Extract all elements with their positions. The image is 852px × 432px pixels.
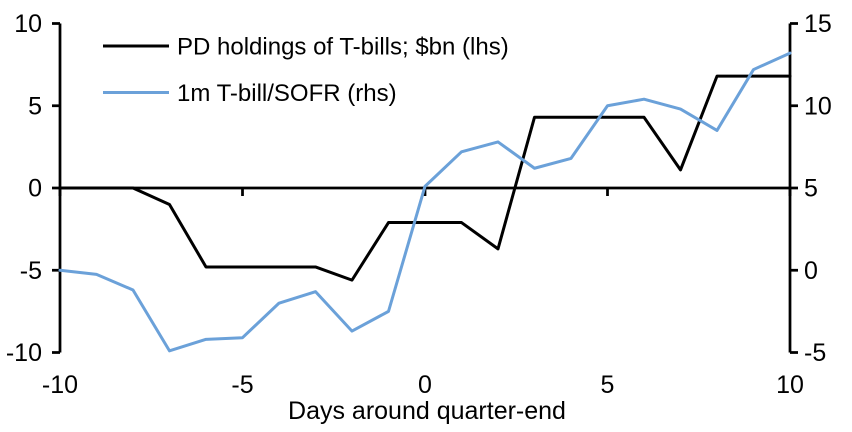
chart-legend: PD holdings of T-bills; $bn (lhs) 1m T-b…: [103, 34, 509, 107]
series-line-1: [58, 51, 792, 353]
chart-render-layer: 10 5 0 -5 -10 15 10 5 0 -5 -10 -5 0 5 10: [6, 10, 832, 399]
right-axis-tick-label: 5: [804, 175, 818, 203]
x-axis-tick-label: 0: [418, 371, 432, 399]
left-axis-tick-label: -5: [20, 257, 42, 285]
x-axis-tick-label: -5: [231, 371, 253, 399]
legend-label-tbill-sofr: 1m T-bill/SOFR (rhs): [177, 80, 397, 107]
legend-label-pd-holdings: PD holdings of T-bills; $bn (lhs): [177, 34, 509, 61]
right-axis-tick-label: 0: [804, 257, 818, 285]
series-line-0: [58, 74, 792, 282]
x-axis-tick-label: 10: [776, 371, 804, 399]
left-axis-tick-label: 10: [14, 10, 42, 38]
left-axis-tick-label: 5: [28, 92, 42, 120]
x-axis-tick-label: 5: [601, 371, 615, 399]
right-axis-tick-label: -5: [804, 339, 826, 367]
right-axis-tick-label: 15: [804, 10, 832, 38]
x-axis-title: Days around quarter-end: [288, 397, 566, 425]
left-axis-tick-label: 0: [28, 175, 42, 203]
right-axis-tick-label: 10: [804, 92, 832, 120]
x-axis-tick-label: -10: [42, 371, 78, 399]
left-axis-tick-label: -10: [6, 339, 42, 367]
